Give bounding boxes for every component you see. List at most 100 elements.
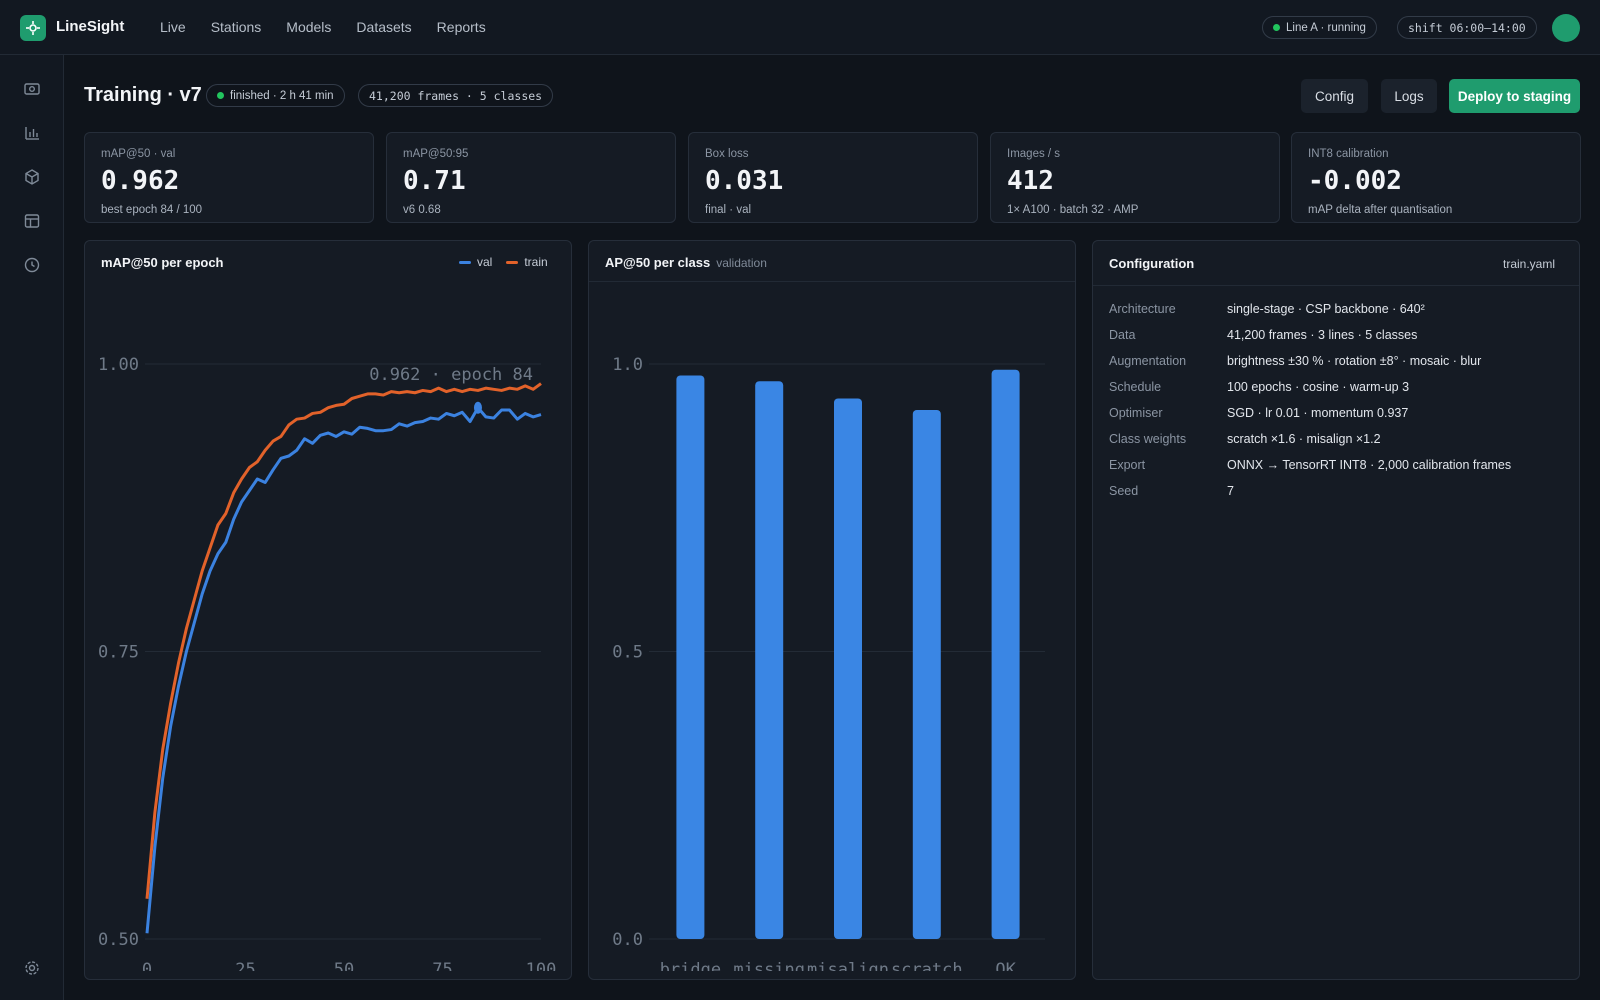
- y-tick-label: 0.5: [612, 643, 643, 663]
- series-line-train: [145, 382, 542, 899]
- config-key: Seed: [1109, 484, 1139, 498]
- training-state-text: finished · 2 h 41 min: [230, 89, 334, 102]
- kpi-value: 0.031: [705, 166, 784, 196]
- kpi-label: mAP@50:95: [403, 148, 469, 160]
- config-value: ONNX → TensorRT INT8 · 2,000 calibration…: [1227, 458, 1512, 472]
- line-chart: 0.50 0.75 1.00 0 25 50 75 100 0.962 · epoch 84: [98, 355, 557, 971]
- chart-legend: val train: [459, 255, 548, 269]
- nav-models[interactable]: Models: [286, 19, 332, 35]
- y-tick-label: 0.75: [98, 643, 139, 663]
- kpi-sub: v6 0.68: [403, 204, 441, 216]
- panel-divider: [589, 281, 1075, 282]
- cube-icon[interactable]: [22, 167, 42, 187]
- nav-datasets[interactable]: Datasets: [356, 19, 412, 35]
- logs-button[interactable]: Logs: [1381, 79, 1437, 113]
- y-tick-label: 0.0: [612, 930, 643, 950]
- shift-text: shift 06:00–14:00: [1408, 20, 1526, 35]
- config-key: Data: [1109, 328, 1136, 342]
- config-key: Schedule: [1109, 380, 1162, 394]
- kpi-card-box-loss: Box loss 0.031 final · val: [688, 132, 978, 223]
- app-logo[interactable]: [20, 15, 46, 41]
- bar-scratch: [912, 410, 941, 939]
- panel-title: Configuration: [1109, 256, 1195, 271]
- kpi-card-throughput: Images / s 412 1× A100 · batch 32 · AMP: [990, 132, 1280, 223]
- kpi-value: -0.002: [1308, 166, 1402, 196]
- panel-divider: [1093, 285, 1579, 286]
- panel-title-text: AP@50 per class: [605, 255, 711, 270]
- kpi-sub: best epoch 84 / 100: [101, 204, 203, 216]
- kpi-sub: mAP delta after quantisation: [1308, 204, 1453, 216]
- configuration-panel: Configuration train.yaml Architecture sin…: [1092, 240, 1580, 980]
- deploy-button[interactable]: Deploy to staging: [1449, 79, 1580, 113]
- config-value: SGD · lr 0.01 · momentum 0.937: [1227, 406, 1409, 420]
- kpi-card-int8: INT8 calibration -0.002 mAP delta after …: [1291, 132, 1581, 223]
- best-epoch-marker: [473, 401, 482, 414]
- kpi-label: INT8 calibration: [1308, 148, 1389, 160]
- user-avatar[interactable]: [1552, 14, 1580, 42]
- bar-missing: [755, 381, 784, 939]
- x-tick-label: 25: [235, 960, 255, 971]
- bar-bridge: [676, 375, 705, 939]
- panel-title: AP@50 per class validation: [605, 255, 767, 270]
- camera-icon[interactable]: [22, 79, 42, 99]
- config-file-link[interactable]: train.yaml: [1502, 257, 1555, 271]
- category-label: bridge: [660, 960, 721, 971]
- config-key: Export: [1109, 458, 1146, 472]
- panel-title: mAP@50 per epoch: [101, 255, 224, 270]
- category-label: missing: [733, 960, 805, 971]
- x-tick-label: 75: [432, 960, 452, 971]
- bar-chart-icon[interactable]: [22, 123, 42, 143]
- y-tick-label: 1.0: [612, 355, 643, 375]
- config-value: 41,200 frames · 3 lines · 5 classes: [1227, 328, 1418, 342]
- nav-stations[interactable]: Stations: [210, 19, 262, 35]
- config-key: Augmentation: [1109, 354, 1187, 368]
- x-tick-label: 100: [526, 960, 557, 971]
- config-value: 7: [1227, 484, 1234, 498]
- kpi-sub: final · val: [705, 204, 752, 216]
- best-epoch-annotation: 0.962 · epoch 84: [369, 365, 533, 385]
- bar-OK: [991, 369, 1020, 939]
- crosshair-icon: [26, 21, 40, 35]
- x-tick-label: 50: [334, 960, 354, 971]
- kpi-card-map50: mAP@50 · val 0.962 best epoch 84 / 100: [84, 132, 374, 223]
- config-value: single-stage · CSP backbone · 640²: [1227, 302, 1425, 316]
- running-dot-icon: [1273, 24, 1280, 31]
- kpi-label: mAP@50 · val: [101, 148, 176, 160]
- dataset-text: 41,200 frames · 5 classes: [369, 88, 543, 103]
- legend-label-train: train: [524, 255, 548, 269]
- config-value: 100 epochs · cosine · warm-up 3: [1227, 380, 1410, 394]
- category-label: misalign: [807, 960, 889, 971]
- sidebar: [0, 55, 64, 1000]
- app-name: LineSight: [56, 18, 125, 35]
- layout-icon[interactable]: [22, 211, 42, 231]
- kpi-value: 412: [1007, 166, 1054, 196]
- training-state-badge: finished · 2 h 41 min: [206, 84, 345, 107]
- category-label: OK: [995, 960, 1016, 971]
- map-per-epoch-panel: mAP@50 per epoch val train 0.50 0.75 1.00 0…: [84, 240, 572, 980]
- x-tick-label: 0: [142, 960, 152, 971]
- nav-live[interactable]: Live: [160, 19, 186, 35]
- dataset-badge: 41,200 frames · 5 classes: [358, 84, 554, 107]
- ap-per-class-panel: AP@50 per class validation 0.0 0.5 1.0 bridg…: [588, 240, 1076, 980]
- nav-reports[interactable]: Reports: [436, 19, 486, 35]
- bar-chart: 0.0 0.5 1.0 bridge missing misalign scratch OK: [612, 355, 1045, 971]
- finished-dot-icon: [217, 92, 224, 99]
- series-line-val: [145, 406, 542, 934]
- kpi-sub: 1× A100 · batch 32 · AMP: [1007, 204, 1139, 216]
- config-key: Class weights: [1109, 432, 1187, 446]
- y-tick-label: 0.50: [98, 930, 139, 950]
- kpi-value: 0.71: [403, 166, 466, 196]
- clock-icon[interactable]: [22, 255, 42, 275]
- top-bar: LineSight Live Stations Models Datasets …: [0, 0, 1600, 55]
- kpi-value: 0.962: [101, 166, 180, 196]
- page-title: Training · v7: [84, 84, 202, 106]
- shift-badge: shift 06:00–14:00: [1397, 16, 1537, 39]
- config-value: scratch ×1.6 · misalign ×1.2: [1227, 432, 1381, 446]
- y-tick-label: 1.00: [98, 355, 139, 375]
- kpi-label: Images / s: [1007, 148, 1061, 160]
- config-button[interactable]: Config: [1301, 79, 1368, 113]
- line-status-text: Line A · running: [1286, 21, 1366, 34]
- config-key: Architecture: [1109, 302, 1176, 316]
- gear-icon[interactable]: [22, 958, 42, 978]
- kpi-label: Box loss: [705, 148, 749, 160]
